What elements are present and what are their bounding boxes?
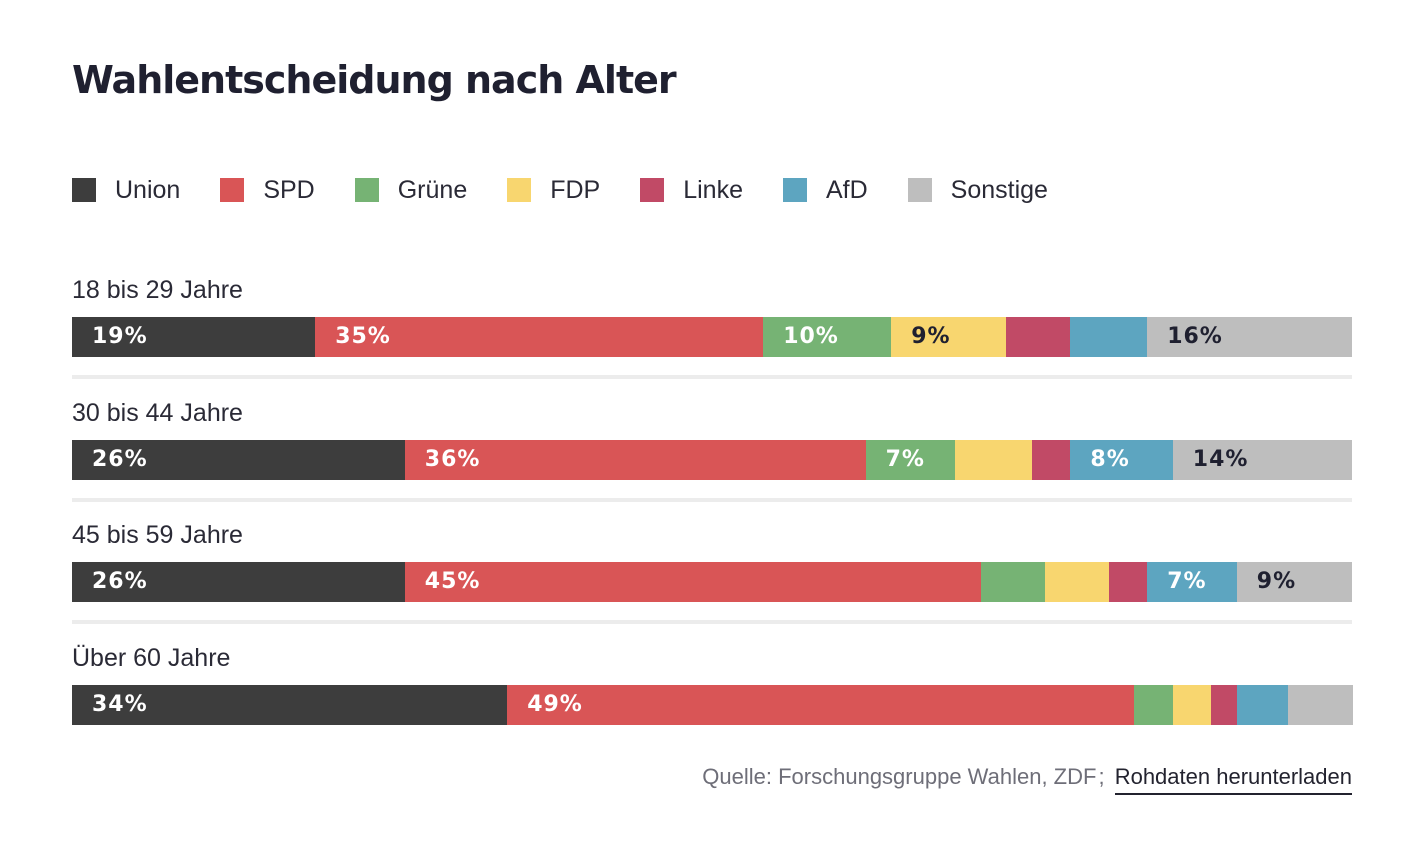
legend-item-afd: AfD (782, 175, 868, 205)
category-label: 30 bis 44 Jahre (72, 398, 243, 427)
data-label-union: 19% (92, 324, 148, 349)
stacked-bar-chart: 18 bis 29 Jahre 19% 35% 10% 9% 16% 30 bis 44 J… (72, 270, 1353, 761)
bar-segment-spd (315, 317, 764, 357)
bar-segment-sonstige (1236, 562, 1353, 603)
legend-swatch-linke (640, 178, 665, 202)
bar-segment-linke (1006, 317, 1071, 357)
bar-segment-sonstige (1288, 684, 1353, 725)
stacked-bar: 26% 36% 7% 8% 14% (72, 439, 1353, 480)
stacked-bar: 26% 45% 7% 9% (72, 562, 1353, 603)
data-label-union: 26% (92, 446, 148, 472)
data-label-spd: 36% (424, 446, 481, 472)
legend-label-sonstige: Sonstige (950, 175, 1048, 204)
bar-segment-gruene (1134, 684, 1174, 725)
bar-segment-spd (507, 684, 1135, 725)
legend-swatch-union (72, 178, 96, 202)
legend-label-union: Union (115, 175, 181, 204)
legend-item-linke: Linke (640, 176, 743, 205)
category-label: Über 60 Jahre (72, 643, 231, 672)
row-divider (72, 497, 1352, 502)
data-label-spd: 49% (527, 691, 583, 717)
bar-segment-gruene (763, 317, 892, 357)
bar-segment-union (72, 684, 508, 725)
bar-segment-union (72, 562, 406, 603)
data-label-afd: 7% (1167, 569, 1207, 595)
legend-label-gruene: Grüne (397, 175, 468, 204)
bar-group-30-bis-44-jahre: 30 bis 44 Jahre 26% 36% 7% 8% 14% (72, 393, 1353, 516)
bar-segment-linke (1032, 439, 1071, 480)
bar-segment-gruene (980, 562, 1046, 603)
bar-segment-fdp (955, 439, 1033, 480)
bar-segment-union (72, 317, 316, 357)
legend-label-spd: SPD (263, 175, 315, 204)
legend-item-spd: SPD (220, 175, 315, 205)
legend-item-gruene: Grüne (354, 175, 468, 205)
legend-swatch-spd (220, 178, 245, 202)
bar-segment-fdp (891, 317, 1007, 357)
legend-swatch-sonstige (907, 178, 932, 202)
bar-segment-fdp (1044, 562, 1110, 603)
data-label-union: 34% (92, 691, 148, 717)
bar-group-45-bis-59-jahre: 45 bis 59 Jahre 26% 45% 7% 9% (72, 515, 1353, 638)
bar-segment-afd (1147, 562, 1238, 603)
bar-segment-linke (1211, 684, 1238, 725)
row-divider (72, 375, 1352, 379)
stacked-bar: 19% 35% 10% 9% 16% (72, 317, 1353, 357)
footer-separator: ; (1098, 764, 1105, 789)
data-label-spd: 35% (335, 324, 391, 349)
legend-item-union: Union (72, 176, 180, 205)
bar-group-ueber-60-jahre: Über 60 Jahre 34% 49% (72, 638, 1353, 761)
legend-label-linke: Linke (683, 175, 743, 204)
chart-footer: Quelle: Forschungsgruppe Wahlen, ZDF; Ro… (702, 764, 1352, 795)
category-label: 45 bis 59 Jahre (72, 521, 243, 550)
bar-segment-fdp (1172, 684, 1212, 725)
bar-group-18-bis-29-jahre: 18 bis 29 Jahre 19% 35% 10% 9% 16% (72, 270, 1353, 393)
legend-swatch-afd (782, 178, 807, 202)
data-label-sonstige: 9% (1256, 569, 1297, 595)
bar-segment-linke (1108, 562, 1148, 603)
legend-label-fdp: FDP (550, 175, 601, 204)
bar-segment-sonstige (1147, 317, 1353, 357)
bar-segment-afd (1236, 684, 1289, 725)
legend-item-sonstige: Sonstige (907, 175, 1048, 205)
bar-segment-afd (1070, 317, 1148, 357)
legend-swatch-gruene (354, 178, 379, 202)
chart-title: Wahlentscheidung nach Alter (72, 58, 677, 102)
download-raw-data-link[interactable]: Rohdaten herunterladen (1114, 764, 1352, 795)
data-label-gruene: 7% (885, 446, 925, 472)
legend-swatch-fdp (507, 178, 532, 202)
bar-segment-gruene (865, 439, 956, 480)
data-label-gruene: 10% (783, 324, 839, 349)
bar-segment-union (72, 439, 406, 480)
data-label-sonstige: 14% (1192, 446, 1249, 472)
category-label: 18 bis 29 Jahre (72, 276, 243, 304)
bar-segment-sonstige (1172, 439, 1353, 480)
data-label-fdp: 9% (911, 324, 951, 349)
source-text: Quelle: Forschungsgruppe Wahlen, ZDF (702, 764, 1097, 789)
data-label-sonstige: 16% (1167, 324, 1223, 349)
data-label-spd: 45% (424, 569, 481, 595)
stacked-bar: 34% 49% (72, 684, 1353, 725)
row-divider (72, 620, 1352, 625)
data-label-union: 26% (92, 569, 148, 595)
bar-segment-afd (1070, 439, 1174, 480)
legend-item-fdp: FDP (507, 176, 600, 205)
legend: Union SPD Grüne FDP Linke AfD Sonstige (72, 172, 1088, 208)
data-label-afd: 8% (1090, 446, 1130, 472)
bar-segment-spd (404, 562, 982, 603)
legend-label-afd: AfD (825, 175, 868, 204)
bar-segment-spd (404, 439, 867, 480)
